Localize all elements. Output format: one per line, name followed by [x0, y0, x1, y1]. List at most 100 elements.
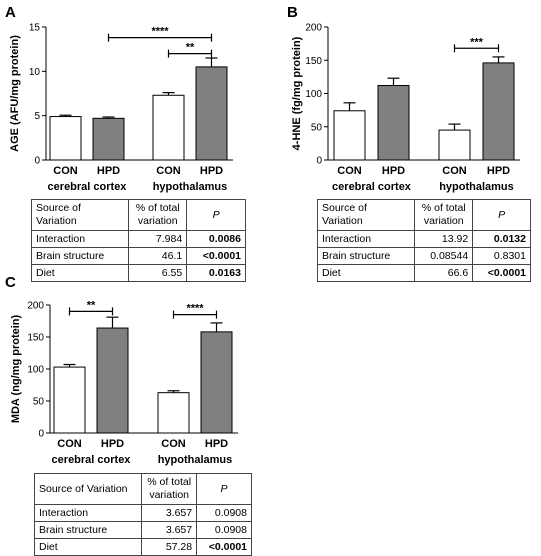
bar [53, 366, 86, 434]
x-tick-label: HPD [200, 165, 223, 177]
y-tick-label: 0 [34, 156, 40, 167]
bar [377, 85, 410, 161]
y-tick-label: 200 [305, 23, 322, 34]
row-source: Brain structure [316, 247, 416, 265]
bar [195, 66, 228, 161]
header-percent: % of total variation [414, 199, 474, 231]
table-header-row: Source of Variation % of total variation… [30, 199, 246, 231]
panel-letter-c: C [5, 274, 16, 291]
row-percent: 3.657 [141, 521, 198, 539]
y-tick-label: 200 [27, 301, 44, 312]
x-tick-label: CON [337, 165, 362, 177]
row-source: Interaction [33, 504, 143, 522]
group-label: cerebral cortex [48, 181, 128, 193]
table-row: Diet 57.28 <0.0001 [33, 538, 252, 556]
y-tick-label: 0 [316, 156, 322, 167]
header-source: Source of Variation [30, 199, 130, 231]
row-p: 0.8301 [472, 247, 531, 265]
group-label: hypothalamus [439, 181, 514, 193]
row-p: 0.0163 [186, 264, 246, 282]
row-p: 0.0132 [472, 230, 531, 248]
header-source: Source of Variation [316, 199, 416, 231]
stats-table-c: Source of Variation % of total variation… [33, 473, 252, 556]
group-label: cerebral cortex [332, 181, 412, 193]
y-tick-label: 100 [305, 89, 322, 100]
table-row: Brain structure 3.657 0.0908 [33, 521, 252, 539]
bar [482, 62, 515, 161]
bar [200, 331, 233, 434]
significance-label: ** [87, 299, 96, 311]
header-percent: % of total variation [128, 199, 188, 231]
row-percent: 46.1 [128, 247, 188, 265]
row-percent: 6.55 [128, 264, 188, 282]
stats-table-b: Source of Variation % of total variation… [316, 199, 531, 282]
significance-label: *** [470, 36, 484, 48]
row-p: <0.0001 [472, 264, 531, 282]
table-row: Interaction 7.984 0.0086 [30, 230, 246, 248]
row-percent: 66.6 [414, 264, 474, 282]
x-tick-label: HPD [97, 165, 120, 177]
significance-label: **** [151, 26, 169, 38]
group-label: cerebral cortex [52, 454, 132, 466]
y-tick-label: 10 [29, 67, 41, 78]
bar [152, 94, 185, 161]
header-source: Source of Variation [33, 473, 143, 505]
row-source: Interaction [30, 230, 130, 248]
y-tick-label: 0 [38, 429, 44, 440]
x-tick-label: HPD [487, 165, 510, 177]
y-tick-label: 50 [311, 122, 323, 133]
header-p: P [472, 199, 531, 231]
header-p: P [186, 199, 246, 231]
row-source: Interaction [316, 230, 416, 248]
x-tick-label: HPD [382, 165, 405, 177]
row-p: 0.0086 [186, 230, 246, 248]
significance-label: **** [186, 303, 204, 315]
panel-letter-a: A [5, 4, 16, 21]
row-percent: 13.92 [414, 230, 474, 248]
row-percent: 0.08544 [414, 247, 474, 265]
row-percent: 3.657 [141, 504, 198, 522]
x-tick-label: HPD [101, 438, 124, 450]
significance-label: ** [186, 42, 195, 54]
group-label: hypothalamus [153, 181, 228, 193]
x-tick-label: CON [442, 165, 467, 177]
table-header-row: Source of Variation % of total variation… [316, 199, 531, 231]
y-tick-label: 150 [305, 56, 322, 67]
row-source: Brain structure [30, 247, 130, 265]
table-header-row: Source of Variation % of total variation… [33, 473, 252, 505]
row-p: <0.0001 [196, 538, 252, 556]
x-tick-label: CON [161, 438, 186, 450]
y-axis-label: MDA (ng/mg protein) [10, 314, 22, 423]
row-source: Brain structure [33, 521, 143, 539]
bar [438, 129, 471, 161]
row-source: Diet [316, 264, 416, 282]
bar [96, 327, 129, 434]
y-axis-label: 4-HNE (fg/mg protein) [291, 36, 303, 150]
row-p: 0.0908 [196, 504, 252, 522]
row-p: 0.0908 [196, 521, 252, 539]
y-tick-label: 15 [29, 23, 41, 34]
row-source: Diet [30, 264, 130, 282]
x-tick-label: HPD [205, 438, 228, 450]
y-tick-label: 5 [34, 111, 40, 122]
table-row: Diet 66.6 <0.0001 [316, 264, 531, 282]
row-percent: 57.28 [141, 538, 198, 556]
table-row: Interaction 3.657 0.0908 [33, 504, 252, 522]
row-percent: 7.984 [128, 230, 188, 248]
table-row: Brain structure 0.08544 0.8301 [316, 247, 531, 265]
y-tick-label: 100 [27, 365, 44, 376]
bar [157, 392, 190, 434]
group-label: hypothalamus [158, 454, 233, 466]
x-tick-label: CON [156, 165, 181, 177]
x-tick-label: CON [53, 165, 78, 177]
chart-c: 0 50 100 150 200 MDA (ng/mg protein) CON HPD CON… [10, 299, 238, 466]
y-axis-label: AGE (AFU/mg protein) [9, 35, 21, 152]
table-row: Brain structure 46.1 <0.0001 [30, 247, 246, 265]
table-row: Interaction 13.92 0.0132 [316, 230, 531, 248]
row-source: Diet [33, 538, 143, 556]
table-row: Diet 6.55 0.0163 [30, 264, 246, 282]
bar [92, 117, 125, 161]
row-p: <0.0001 [186, 247, 246, 265]
stats-table-a: Source of Variation % of total variation… [30, 199, 246, 282]
